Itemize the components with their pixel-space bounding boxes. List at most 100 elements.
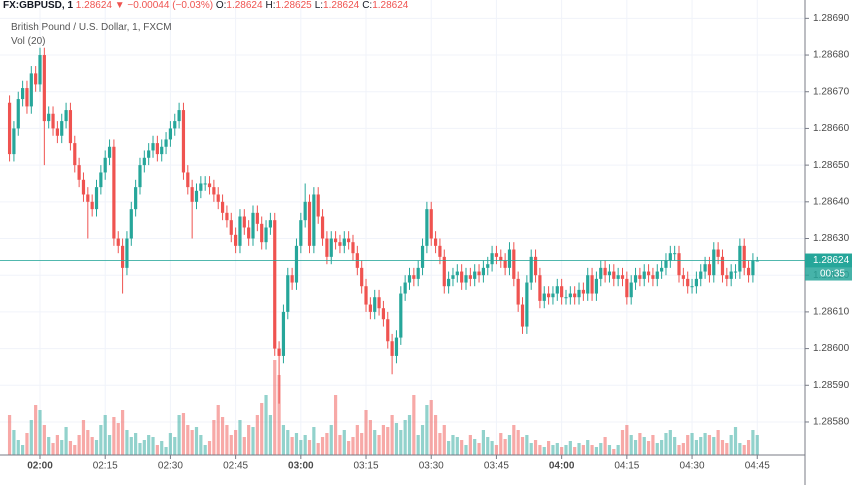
candle-body [425,209,429,246]
volume-bar [638,433,642,455]
volume-bar [677,445,681,455]
volume-bar [73,445,77,455]
x-tick-label: 03:45 [484,461,509,472]
candle-body [186,172,190,188]
candle-body [564,297,568,299]
subtitle-block: British Pound / U.S. Dollar, 1, FXCM Vol… [11,21,172,49]
candle-body [129,209,133,239]
volume-bar [751,430,755,455]
volume-bar [464,445,468,455]
volume-bar [720,440,725,455]
volume-bar [620,430,625,455]
candle-body [629,282,633,298]
candle-body [273,220,277,349]
candle-body [168,128,173,140]
ohlc-value: 1.28624 [323,0,360,11]
volume-bar [703,433,707,455]
volume-bar [103,415,107,455]
candle-body [155,143,159,155]
volume-bar [12,430,16,455]
candle-body [551,293,555,298]
volume-bar [81,420,86,455]
candle-body [351,242,355,254]
candle-body [403,282,407,294]
candle-body [68,110,73,144]
candle-body [47,113,51,122]
volume-bar [599,443,603,455]
candle-body [386,319,390,342]
candle-body [64,110,68,122]
candle-body [455,271,459,276]
volume-bar [355,425,359,455]
volume-bar [364,410,368,455]
volume-bar [42,425,46,455]
candle-body [451,275,455,279]
candle-body [160,146,164,155]
volume-bar [503,439,507,455]
volume-bar [394,423,399,455]
volume-bar [660,440,664,455]
candle-body [699,271,703,279]
candle-body [538,275,542,301]
candle-body [164,139,168,147]
candle-body [277,348,281,356]
candle-body [499,256,503,261]
volume-bar [316,443,320,455]
volume-bar [368,420,372,455]
volume-bar [286,430,290,455]
volume-bar [425,405,429,455]
volume-bar [99,425,103,455]
volume-title: Vol (20) [11,36,46,47]
volume-bar [590,445,594,455]
candle-body [494,253,499,257]
ohlc-label: C: [362,0,373,11]
volume-bar [207,441,212,455]
candle-body [281,311,286,356]
candle-body [73,143,77,166]
volume-bar [486,437,490,455]
volume-bar [442,425,446,455]
volume-bar [342,430,346,455]
volume-bar [625,425,629,455]
candle-body [646,271,651,276]
candle-body [716,249,720,257]
candle-body [251,212,255,239]
candle-body [368,304,372,312]
volume-bar [438,433,442,455]
candle-body [294,245,299,283]
volume-bar [138,443,142,455]
volume-bar [455,437,459,455]
candle-body [416,267,420,279]
volume-bar [155,445,159,455]
volume-bar [507,435,512,455]
change: −0.00044 (−0.03%) [127,0,214,11]
x-tick-label: 03:00 [288,461,314,472]
volume-bar [116,423,120,455]
candle-body [12,128,16,155]
candle-body [616,275,620,279]
candle-body [490,253,494,265]
candle-body [107,146,112,158]
volume-bar [68,441,73,455]
ohlc-value: 1.28624 [372,0,409,11]
volume-bar [47,437,51,455]
volume-bar [25,433,29,455]
volume-bar [86,430,90,455]
volume-bar [433,415,438,455]
candle-body [577,289,581,298]
candle-body [503,260,507,268]
volume-bar [420,425,425,455]
x-tick-label: 03:30 [419,461,444,472]
volume-bar [381,425,386,455]
volume-bar [220,417,225,455]
volume-bar [147,435,151,455]
candle-body [668,253,672,261]
volume-bar [186,425,190,455]
volume-bar [386,427,390,455]
candle-body [255,212,259,224]
volume-bar [520,437,525,455]
candle-body [21,88,25,100]
candle-body [590,275,594,294]
volume-bar [390,415,394,455]
volume-bar [738,443,742,455]
